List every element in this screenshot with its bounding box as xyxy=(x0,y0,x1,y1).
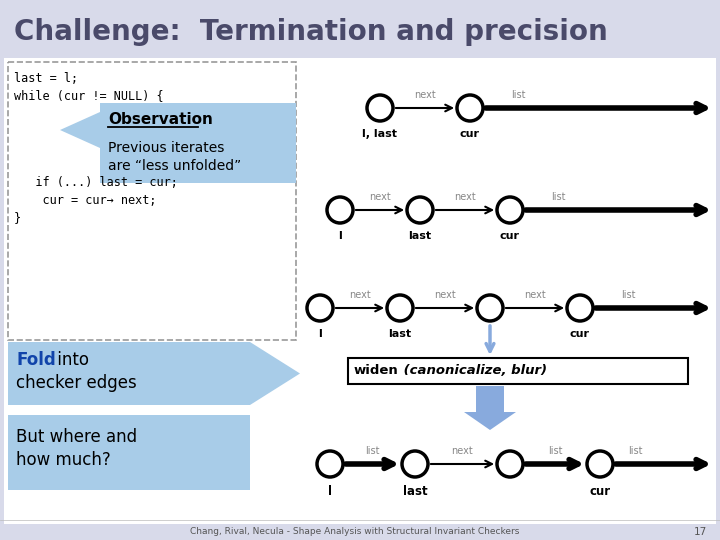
Circle shape xyxy=(497,197,523,223)
FancyBboxPatch shape xyxy=(8,415,250,490)
Circle shape xyxy=(457,95,483,121)
Text: l: l xyxy=(318,329,322,339)
Text: last = l;: last = l; xyxy=(14,71,78,84)
Circle shape xyxy=(367,95,393,121)
Text: list: list xyxy=(551,192,565,202)
FancyBboxPatch shape xyxy=(348,358,688,384)
Circle shape xyxy=(477,295,503,321)
Text: into: into xyxy=(52,351,89,369)
Text: list: list xyxy=(365,446,379,456)
Text: last: last xyxy=(388,329,412,339)
Text: cur: cur xyxy=(570,329,590,339)
Text: 17: 17 xyxy=(693,527,706,537)
FancyBboxPatch shape xyxy=(4,58,716,524)
Text: cur = cur→ next;: cur = cur→ next; xyxy=(14,193,156,206)
Text: widen: widen xyxy=(354,364,399,377)
Polygon shape xyxy=(8,342,300,405)
Text: Chang, Rival, Necula - Shape Analysis with Structural Invariant Checkers: Chang, Rival, Necula - Shape Analysis wi… xyxy=(190,528,520,537)
Text: how much?: how much? xyxy=(16,451,111,469)
Text: Fold: Fold xyxy=(16,351,55,369)
Text: cur: cur xyxy=(590,485,611,498)
Polygon shape xyxy=(60,103,296,183)
Text: next: next xyxy=(349,290,371,300)
Circle shape xyxy=(567,295,593,321)
Text: cur: cur xyxy=(460,129,480,139)
Text: Previous iterates: Previous iterates xyxy=(108,141,225,155)
Text: if (...) last = cur;: if (...) last = cur; xyxy=(14,176,178,188)
Text: next: next xyxy=(369,192,391,202)
Text: list: list xyxy=(628,446,642,456)
Text: But where and: But where and xyxy=(16,428,137,446)
Circle shape xyxy=(587,451,613,477)
Text: while (cur != NULL) {: while (cur != NULL) { xyxy=(14,90,163,103)
Circle shape xyxy=(317,451,343,477)
Text: list: list xyxy=(621,290,636,300)
Text: next: next xyxy=(434,290,456,300)
Text: last: last xyxy=(402,485,427,498)
Text: l: l xyxy=(328,485,332,498)
Text: next: next xyxy=(451,446,473,456)
Text: (canonicalize, blur): (canonicalize, blur) xyxy=(399,364,547,377)
Text: Observation: Observation xyxy=(108,112,213,127)
Text: list: list xyxy=(511,90,526,100)
Text: next: next xyxy=(524,290,546,300)
Text: last: last xyxy=(408,231,431,241)
Polygon shape xyxy=(464,386,516,430)
Text: next: next xyxy=(414,90,436,100)
FancyBboxPatch shape xyxy=(8,62,296,340)
Circle shape xyxy=(497,451,523,477)
Text: next: next xyxy=(454,192,476,202)
Circle shape xyxy=(327,197,353,223)
Text: l, last: l, last xyxy=(362,129,397,139)
Text: }: } xyxy=(14,212,21,225)
Text: l: l xyxy=(338,231,342,241)
Circle shape xyxy=(402,451,428,477)
Circle shape xyxy=(387,295,413,321)
Circle shape xyxy=(407,197,433,223)
Text: checker edges: checker edges xyxy=(16,374,137,392)
Circle shape xyxy=(307,295,333,321)
Text: Challenge:  Termination and precision: Challenge: Termination and precision xyxy=(14,18,608,46)
Text: cur: cur xyxy=(500,231,520,241)
Text: are “less unfolded”: are “less unfolded” xyxy=(108,159,241,173)
Text: list: list xyxy=(548,446,562,456)
